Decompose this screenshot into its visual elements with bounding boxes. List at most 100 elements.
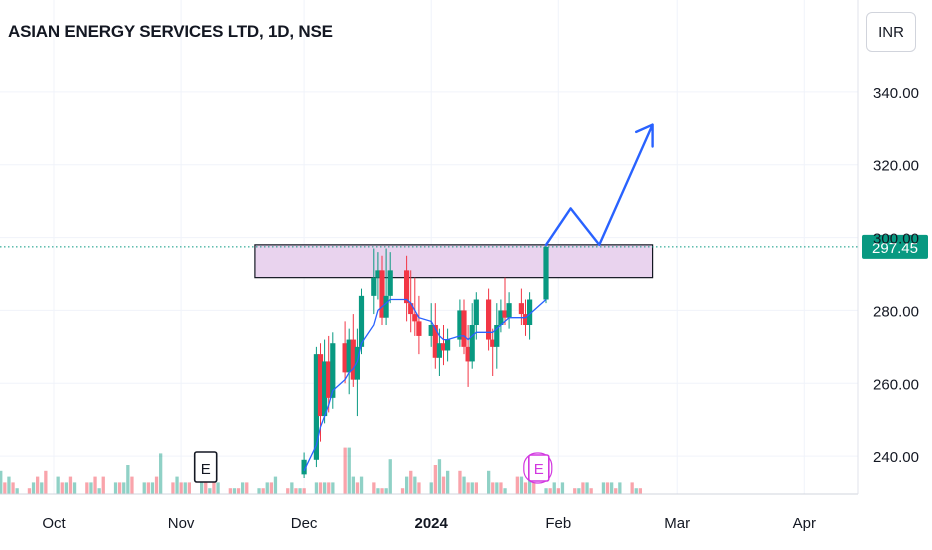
volume-bar <box>302 488 306 494</box>
volume-bar <box>204 482 208 494</box>
candle-body <box>416 321 422 336</box>
volume-bar <box>499 482 503 494</box>
volume-bar <box>323 482 327 494</box>
volume-bar <box>437 459 442 494</box>
volume-bar <box>179 482 183 494</box>
candle-body <box>543 246 549 300</box>
volume-bar <box>347 447 351 494</box>
volume-bar <box>257 488 261 494</box>
volume-bar <box>175 476 179 494</box>
candle-body <box>383 295 389 318</box>
volume-bar <box>556 488 560 494</box>
volume-bar <box>441 476 446 494</box>
candle-body <box>322 361 328 417</box>
earnings-marker-label: E <box>201 461 211 478</box>
candle-body <box>404 270 410 304</box>
volume-bar <box>89 482 93 494</box>
volume-bar <box>101 476 105 494</box>
x-tick-label: Dec <box>291 515 318 532</box>
volume-bar <box>429 482 433 494</box>
volume-bar <box>614 488 618 494</box>
volume-bar <box>171 482 175 494</box>
volume-bar <box>351 476 355 494</box>
volume-bar <box>446 470 450 494</box>
volume-bar <box>200 476 204 494</box>
volume-bar <box>355 482 360 494</box>
volume-bar <box>544 488 548 494</box>
candle-body <box>408 303 414 315</box>
volume-bar <box>97 488 101 494</box>
volume-bar <box>532 482 536 494</box>
volume-bar <box>638 488 642 494</box>
volume-bar <box>216 482 220 494</box>
x-tick-label: Nov <box>168 515 195 532</box>
candle-body <box>371 277 377 296</box>
candle-body <box>494 325 500 347</box>
candle-body <box>461 310 467 347</box>
candlesticks <box>301 244 549 478</box>
volume-bar <box>573 488 577 494</box>
projection-path <box>544 123 654 247</box>
volume-bar <box>3 482 7 494</box>
candle-body <box>473 299 479 325</box>
x-tick-label: Oct <box>42 515 66 532</box>
volume-bar <box>405 476 409 494</box>
y-tick-label: 320.00 <box>873 158 919 175</box>
y-tick-label: 340.00 <box>873 85 919 102</box>
volume-bar <box>68 476 73 494</box>
candle-body <box>428 325 434 336</box>
volume-bar <box>372 482 376 494</box>
candle-body <box>375 270 381 278</box>
volume-bar <box>400 488 405 494</box>
candle-body <box>490 339 496 347</box>
volume-bar <box>618 482 622 494</box>
volume-bar <box>515 476 519 494</box>
candle-body <box>436 343 442 358</box>
volume-bar <box>113 482 118 494</box>
volume-bar <box>273 476 278 494</box>
y-tick-label: 260.00 <box>873 376 919 393</box>
volume-bar <box>585 482 589 494</box>
volume-bar <box>236 488 241 494</box>
volume-bar <box>154 476 159 494</box>
candle-body <box>432 325 438 358</box>
volume-bars <box>0 447 642 494</box>
volume-bar <box>548 488 552 494</box>
volume-bar <box>380 488 384 494</box>
currency-button[interactable]: INR <box>866 12 916 52</box>
volume-bar <box>462 476 466 494</box>
candle-body <box>486 299 492 340</box>
volume-bar <box>458 470 462 494</box>
x-tick-label: Apr <box>793 515 816 532</box>
volume-bar <box>466 482 470 494</box>
resistance-zone[interactable] <box>254 244 654 279</box>
volume-bar <box>331 482 335 494</box>
last-price-line: 297.45 <box>0 234 928 259</box>
volume-bar <box>150 482 155 494</box>
candle-body <box>346 339 352 373</box>
volume-bar <box>85 482 89 494</box>
candle-body <box>465 346 471 362</box>
volume-bar <box>0 470 3 494</box>
candle-body <box>440 343 447 351</box>
candle-body <box>498 310 504 325</box>
volume-bar <box>245 482 249 494</box>
candle-body <box>469 325 475 362</box>
volume-bar <box>589 488 593 494</box>
candle-body <box>379 270 385 318</box>
candle-body <box>354 346 360 380</box>
volume-bar <box>60 482 64 494</box>
volume-bar <box>208 488 212 494</box>
y-tick-label: 300.00 <box>873 231 919 248</box>
volume-bar <box>581 482 585 494</box>
earnings-marker-ring <box>523 452 553 484</box>
candle-body <box>313 354 319 460</box>
x-tick-label: Mar <box>664 515 690 532</box>
volume-bar <box>491 482 495 494</box>
projection-arrow[interactable] <box>544 123 654 247</box>
y-tick-label: 240.00 <box>873 449 919 466</box>
candle-body <box>502 310 508 318</box>
axes: 240.00 260.00 280.00 300.00 320.00 340.00 Oct N… <box>0 0 919 532</box>
